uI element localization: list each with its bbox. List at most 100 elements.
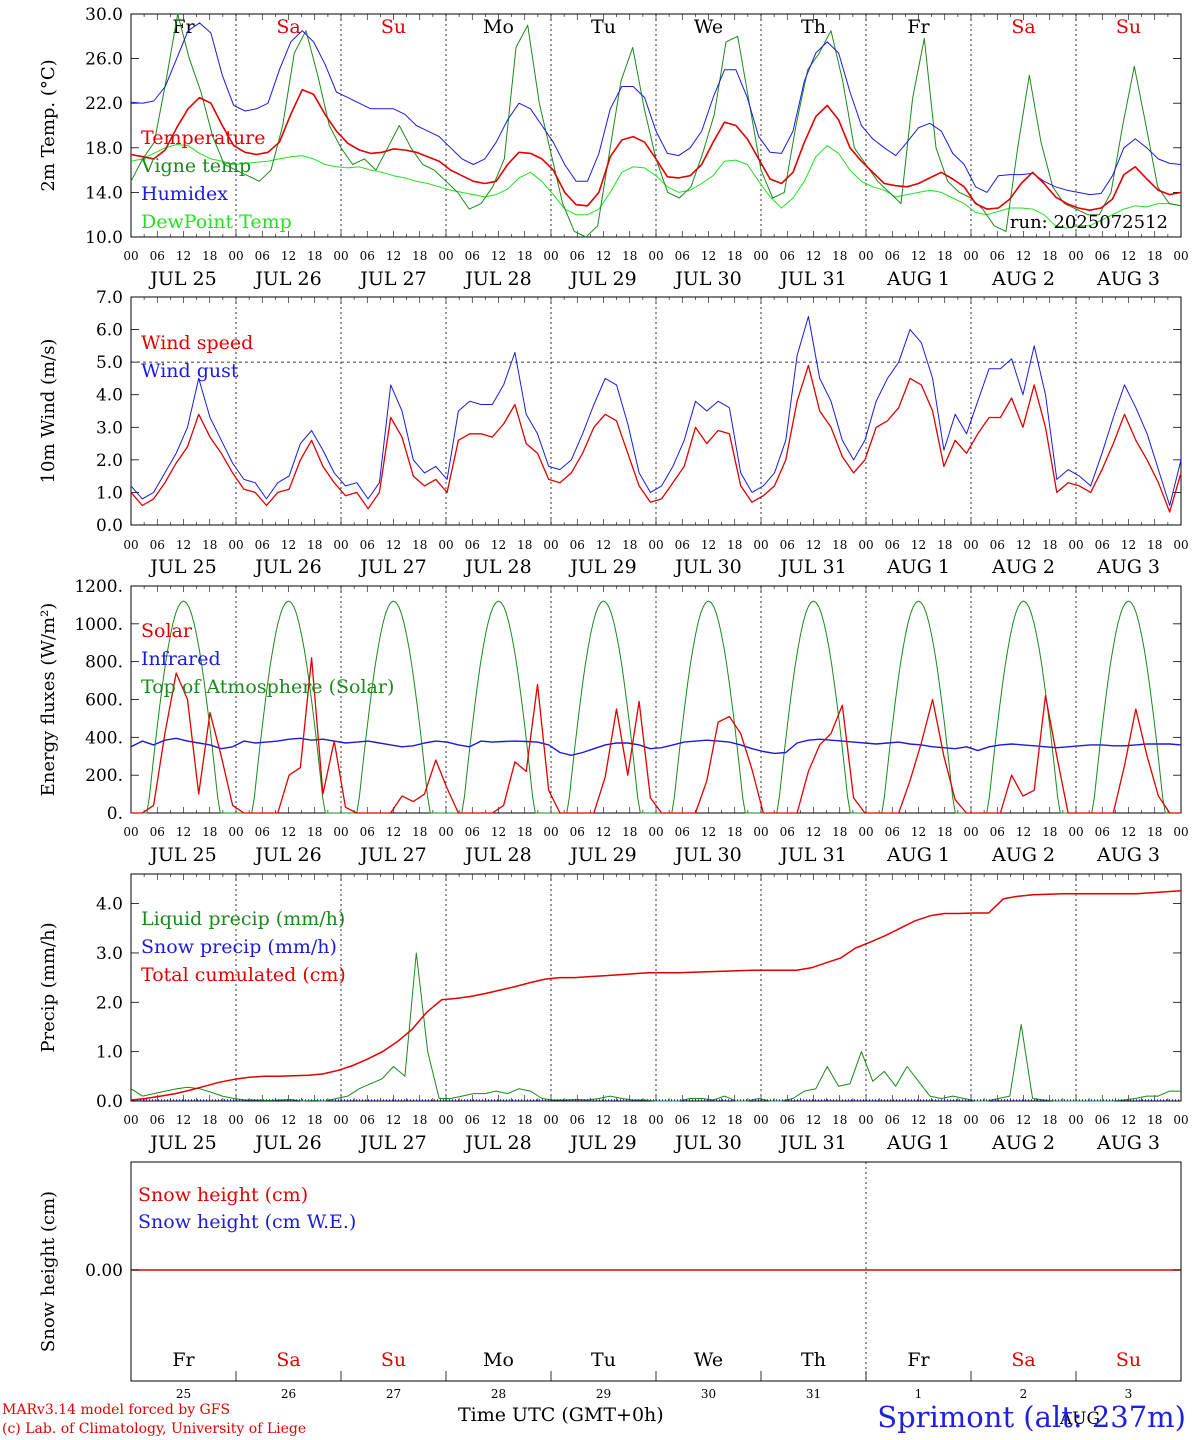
hour-tick-label: 12 (596, 1113, 611, 1127)
date-tick-label: AUG 1 (886, 268, 950, 290)
date-tick-label: JUL 27 (358, 1132, 426, 1154)
date-tick-label: JUL 26 (253, 1132, 321, 1154)
day-number-label: 31 (806, 1387, 821, 1401)
hour-tick-label: 12 (281, 825, 296, 839)
date-tick-label: JUL 25 (148, 1132, 216, 1154)
date-tick-label: JUL 28 (463, 1132, 531, 1154)
hour-tick-label: 06 (360, 825, 375, 839)
hour-tick-label: 12 (176, 249, 191, 263)
run-annotation: run: 2025072512 (1010, 212, 1168, 233)
hour-tick-label: 06 (150, 538, 165, 552)
solar-line (131, 657, 1181, 814)
hour-tick-label: 06 (990, 249, 1005, 263)
date-tick-label: JUL 31 (778, 844, 846, 866)
hour-tick-label: 12 (281, 249, 296, 263)
hour-tick-label: 12 (281, 538, 296, 552)
hour-tick-label: 00 (438, 825, 453, 839)
y-tick-label: 0. (107, 804, 123, 824)
date-tick-label: JUL 25 (148, 556, 216, 578)
weekday-label: Sa (276, 16, 300, 38)
legend-entry: Vigne temp (140, 155, 251, 177)
date-tick-label: JUL 30 (673, 1132, 741, 1154)
weekday-label: Mo (483, 1349, 514, 1371)
hour-tick-label: 18 (1042, 538, 1057, 552)
hour-tick-label: 00 (1068, 538, 1083, 552)
station-label: Sprimont (alt: 237m) (877, 1400, 1186, 1434)
infrared-line (130, 737, 1182, 756)
date-tick-label: JUL 28 (463, 268, 531, 290)
date-tick-label: JUL 26 (253, 556, 321, 578)
hour-tick-label: 18 (832, 1113, 847, 1127)
time-axis-label: Time UTC (GMT+0h) (458, 1404, 664, 1426)
weekday-label: Sa (1011, 1349, 1035, 1371)
hour-tick-label: 06 (885, 1113, 900, 1127)
hour-tick-label: 06 (675, 1113, 690, 1127)
legend-entry: DewPoint Temp (141, 211, 292, 233)
y-tick-label: 30.0 (85, 5, 123, 25)
hour-tick-label: 00 (228, 825, 243, 839)
y-tick-label: 1.0 (96, 483, 123, 503)
hour-tick-label: 06 (675, 538, 690, 552)
hour-tick-label: 06 (1095, 249, 1110, 263)
weekday-label: Tu (591, 16, 616, 38)
hour-tick-label: 06 (1095, 825, 1110, 839)
hour-tick-label: 12 (1121, 825, 1136, 839)
hour-tick-label: 00 (753, 825, 768, 839)
date-tick-label: JUL 29 (568, 268, 636, 290)
hour-tick-label: 18 (517, 538, 532, 552)
hour-tick-label: 00 (123, 538, 138, 552)
y-tick-label: 0.0 (96, 1092, 123, 1112)
y-tick-label: 4.0 (96, 386, 123, 406)
hour-tick-label: 12 (176, 538, 191, 552)
y-axis-label: 10m Wind (m/s) (38, 339, 59, 484)
hour-tick-label: 18 (937, 1113, 952, 1127)
y-tick-label: 2.0 (96, 993, 123, 1013)
hour-tick-label: 18 (517, 825, 532, 839)
weekday-label: Tu (591, 1349, 616, 1371)
hour-tick-label: 06 (465, 249, 480, 263)
hour-tick-label: 00 (228, 538, 243, 552)
hour-tick-label: 00 (648, 249, 663, 263)
date-tick-label: JUL 30 (673, 268, 741, 290)
weekday-label: We (694, 1349, 723, 1371)
hour-tick-label: 06 (570, 1113, 585, 1127)
hour-tick-label: 12 (1016, 825, 1031, 839)
hour-tick-label: 18 (202, 1113, 217, 1127)
hour-tick-label: 12 (701, 249, 716, 263)
hour-tick-label: 00 (963, 1113, 978, 1127)
hour-tick-label: 12 (386, 1113, 401, 1127)
hour-tick-label: 00 (333, 538, 348, 552)
hour-tick-label: 12 (1016, 538, 1031, 552)
hour-tick-label: 00 (333, 1113, 348, 1127)
hour-tick-label: 06 (780, 538, 795, 552)
day-number-label: 28 (491, 1387, 506, 1401)
hour-tick-label: 18 (727, 249, 742, 263)
hour-tick-label: 00 (753, 249, 768, 263)
hour-tick-label: 12 (806, 249, 821, 263)
hour-tick-label: 12 (281, 1113, 296, 1127)
day-number-label: 3 (1125, 1387, 1133, 1401)
hour-tick-label: 00 (648, 1113, 663, 1127)
legend-entry: Wind speed (141, 332, 253, 354)
hour-tick-label: 18 (622, 825, 637, 839)
date-tick-label: JUL 27 (358, 556, 426, 578)
day-number-label: 30 (701, 1387, 716, 1401)
hour-tick-label: 06 (990, 1113, 1005, 1127)
y-tick-label: 5.0 (96, 353, 123, 373)
hour-tick-label: 00 (1173, 1113, 1188, 1127)
date-tick-label: JUL 25 (148, 268, 216, 290)
y-tick-label: 600. (85, 691, 123, 711)
legend-entry: Wind gust (141, 360, 239, 382)
hour-tick-label: 18 (202, 249, 217, 263)
hour-tick-label: 06 (255, 538, 270, 552)
hour-tick-label: 00 (753, 538, 768, 552)
hour-tick-label: 18 (307, 825, 322, 839)
y-tick-label: 0.0 (96, 516, 123, 536)
legend-entry: Infrared (141, 648, 221, 670)
y-tick-label: 2.0 (96, 451, 123, 471)
hour-tick-label: 06 (1095, 538, 1110, 552)
hour-tick-label: 00 (963, 538, 978, 552)
hour-tick-label: 12 (1121, 249, 1136, 263)
hour-tick-label: 06 (675, 825, 690, 839)
hour-tick-label: 18 (832, 825, 847, 839)
